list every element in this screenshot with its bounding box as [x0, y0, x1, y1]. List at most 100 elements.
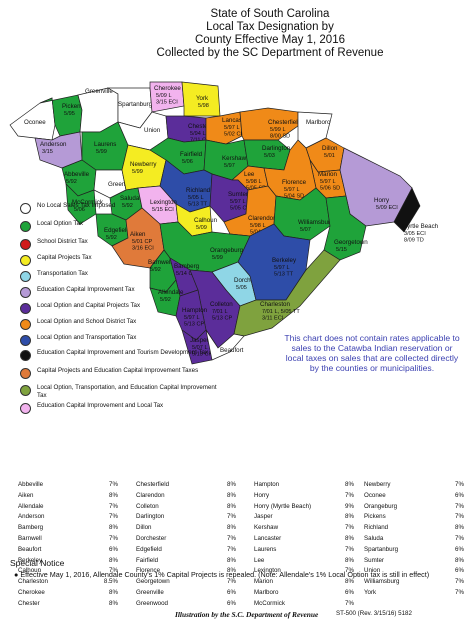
- county-name-calhoun: Calhoun: [194, 217, 218, 224]
- rate-county-name: Barnwell: [18, 534, 42, 542]
- south-carolina-map: OconeePickens5/95GreenvilleSpartanburgCh…: [9, 81, 439, 365]
- county-shape-chesterfield: [239, 107, 299, 141]
- rate-row: Greenwood 6%: [136, 599, 236, 610]
- rate-row: Spartanburg 6%: [364, 545, 464, 556]
- county-shape-cherokee: [149, 81, 185, 113]
- rate-value: 8%: [227, 524, 236, 532]
- county-shape-myrtle-beach: [393, 187, 421, 233]
- county-tax-date-dorchester: 5/05: [236, 285, 247, 291]
- county-name-aiken: Aiken: [130, 231, 146, 238]
- county-name-richland: Richland: [186, 187, 211, 194]
- rate-row: Chesterfield 8%: [136, 480, 236, 491]
- rate-row: Pickens 7%: [364, 512, 464, 523]
- special-notice-text: ● Effective May 1, 2016, Allendale Count…: [14, 570, 454, 579]
- rate-county-name: Chester: [18, 599, 40, 607]
- rate-county-name: Horry: [254, 491, 270, 499]
- rate-county-name: Saluda: [364, 534, 384, 542]
- rate-county-name: Oconee: [364, 491, 386, 499]
- county-shape-york: [181, 81, 221, 117]
- county-name-allendale: Allendale: [158, 289, 184, 296]
- county-tax-date-sumter: 5/05 CP: [230, 206, 250, 212]
- county-tax-date-cherokee: 3/15 ECI: [156, 100, 178, 106]
- county-tax-date-kershaw: 5/97: [224, 163, 235, 169]
- rate-row: Allendale 7%: [18, 502, 118, 513]
- rate-value: 8%: [109, 588, 118, 596]
- rate-row: Anderson 7%: [18, 512, 118, 523]
- county-name-lexington: Lexington: [150, 199, 177, 206]
- legend-item: Education Capital Improvement Tax: [20, 286, 217, 298]
- legend-item: No Local Sales Tax Imposed: [20, 202, 217, 214]
- legend-swatch-icon: [20, 255, 31, 266]
- rate-county-name: Greenwood: [136, 599, 168, 607]
- rate-county-name: Williamsburg: [364, 578, 400, 586]
- legend-label: No Local Sales Tax Imposed: [37, 202, 116, 209]
- rate-column: Hampton 8% Horry 7% Horry (Myrtle Beach) 9% Ja…: [254, 480, 354, 610]
- county-name-florence: Florence: [282, 179, 307, 186]
- county-name-marion: Marion: [318, 171, 337, 178]
- county-name-clarendon: Clarendon: [248, 215, 277, 222]
- county-name-bamberg: Bamberg: [174, 263, 200, 270]
- rate-value: 7%: [455, 588, 464, 596]
- county-tax-date-newberry: 5/99: [132, 169, 143, 175]
- county-shape-beaufort: [205, 329, 245, 361]
- rate-row: Charleston 8.5%: [18, 577, 118, 588]
- rate-value: 6%: [455, 545, 464, 553]
- rate-county-name: Lexington: [254, 567, 281, 575]
- rate-value: 8%: [227, 491, 236, 499]
- rate-value: 8%: [345, 578, 354, 586]
- rate-row: Oconee 6%: [364, 491, 464, 502]
- rate-value: 7%: [227, 534, 236, 542]
- county-tax-date-berkeley: 5/13 TT: [274, 272, 294, 278]
- rate-county-name: Bamberg: [18, 524, 44, 532]
- legend-swatch-icon: [20, 319, 31, 330]
- rate-row: Marlboro 6%: [254, 588, 354, 599]
- rate-row: Kershaw 7%: [254, 523, 354, 534]
- rate-row: Horry (Myrtle Beach) 9%: [254, 502, 354, 513]
- county-name-beaufort: Beaufort: [220, 347, 244, 354]
- county-tax-date-mccormick: 5/06: [74, 207, 85, 213]
- county-tax-date-myrtle-beach: 8/09 TD: [404, 238, 424, 244]
- county-name-fairfield: Fairfield: [180, 151, 203, 158]
- county-name-colleton: Colleton: [210, 301, 233, 308]
- rate-value: 8.5%: [103, 578, 118, 586]
- rate-value: 7%: [345, 491, 354, 499]
- legend-swatch-icon: [20, 350, 31, 361]
- rate-value: 7%: [227, 545, 236, 553]
- title-line-1: State of South Carolina: [210, 8, 330, 20]
- county-name-saluda: Saluda: [120, 195, 140, 202]
- legend-item: Capital Projects Tax: [20, 254, 217, 266]
- county-tax-date-myrtle-beach: 3/05 ECI: [404, 231, 426, 237]
- county-name-oconee: Oconee: [24, 119, 46, 126]
- rate-county-name: Darlington: [136, 513, 165, 521]
- rate-row: McCormick 7%: [254, 599, 354, 610]
- county-shape-anderson: [34, 131, 83, 169]
- county-tax-date-charleston: 7/01 L, 5/05 TT: [262, 309, 300, 315]
- rate-value: 8%: [345, 513, 354, 521]
- rate-row: Edgefield 7%: [136, 545, 236, 556]
- rate-county-name: Calhoun: [18, 567, 42, 575]
- county-tax-date-berkeley: 5/97 L: [274, 265, 290, 271]
- rate-value: 6%: [455, 567, 464, 575]
- county-tax-date-abbeville: 5/92: [66, 179, 77, 185]
- county-tax-date-calhoun: 5/09: [196, 225, 207, 231]
- rate-value: 7%: [227, 513, 236, 521]
- rate-value: 8%: [455, 556, 464, 564]
- rate-value: 7%: [109, 481, 118, 488]
- legend-item: Local Option Tax: [20, 220, 217, 232]
- legend-item: Local Option and Capital Projects Tax: [20, 302, 217, 314]
- legend-item: School District Tax: [20, 238, 217, 250]
- rate-row: Saluda 7%: [364, 534, 464, 545]
- rate-row: York 7%: [364, 588, 464, 599]
- county-tax-date-williamsburg: 5/07: [300, 227, 311, 233]
- legend-swatch-icon: [20, 403, 31, 414]
- county-name-orangeburg: Orangeburg: [210, 247, 244, 254]
- rate-value: 8%: [109, 491, 118, 499]
- rate-value: 7%: [455, 481, 464, 488]
- rate-row: Richland 8%: [364, 523, 464, 534]
- county-name-hampton: Hampton: [182, 307, 208, 314]
- county-shape-horry: [339, 147, 413, 227]
- rate-value: 6%: [455, 491, 464, 499]
- county-tax-date-darlington: 5/03: [264, 153, 275, 159]
- county-name-greenwood: Greenwood: [108, 181, 141, 188]
